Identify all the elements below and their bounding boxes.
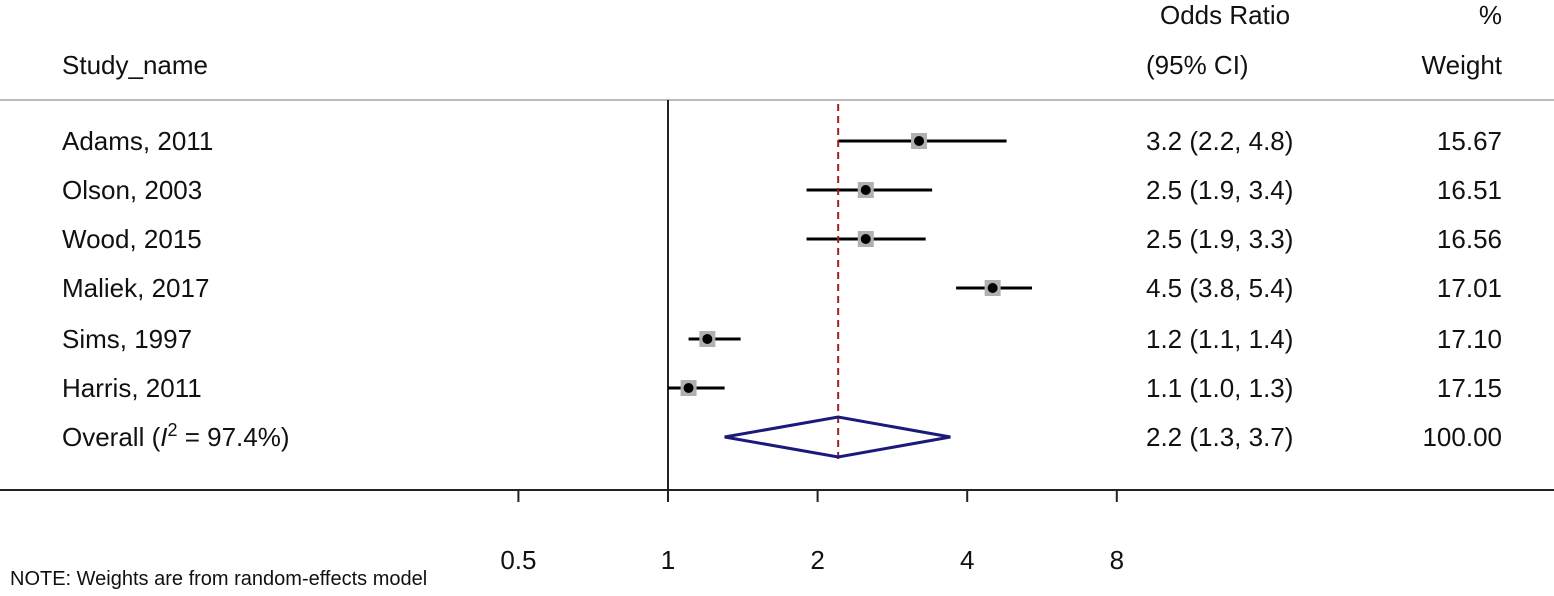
weight-text: 15.67	[1437, 126, 1502, 156]
x-tick-label: 4	[960, 545, 974, 575]
study-row: Sims, 1997 1.2 (1.1, 1.4) 17.10	[62, 324, 1502, 354]
header-or-line2: (95% CI)	[1146, 50, 1249, 80]
x-tick-label: 2	[810, 545, 824, 575]
header-or-line1: Odds Ratio	[1160, 0, 1290, 30]
weight-text: 16.56	[1437, 224, 1502, 254]
overall-diamond	[724, 415, 951, 459]
ci-text: 1.1 (1.0, 1.3)	[1146, 373, 1293, 403]
study-name: Wood, 2015	[62, 224, 202, 254]
note: NOTE: Weights are from random-effects mo…	[10, 568, 427, 590]
point-estimate	[702, 334, 713, 344]
study-name: Sims, 1997	[62, 324, 192, 354]
point-estimate	[683, 383, 694, 393]
weight-text: 17.15	[1437, 373, 1502, 403]
overall-row: Overall (I2 = 97.4%) 2.2 (1.3, 3.7) 100.00	[62, 104, 1502, 459]
weight-text: 16.51	[1437, 175, 1502, 205]
point-estimate	[987, 283, 998, 293]
study-row: Wood, 2015 2.5 (1.9, 3.3) 16.56	[62, 224, 1502, 254]
ci-text: 2.5 (1.9, 3.4)	[1146, 175, 1293, 205]
x-tick-label: 8	[1110, 545, 1124, 575]
x-tick-label: 1	[661, 545, 675, 575]
study-row: Adams, 2011 3.2 (2.2, 4.8) 15.67	[62, 126, 1502, 156]
point-estimate	[860, 185, 871, 195]
ci-text: 4.5 (3.8, 5.4)	[1146, 273, 1293, 303]
header-study: Study_name	[62, 50, 208, 80]
study-row: Harris, 2011 1.1 (1.0, 1.3) 17.15	[62, 373, 1502, 403]
ci-text: 2.2 (1.3, 3.7)	[1146, 422, 1293, 452]
study-name: Harris, 2011	[62, 373, 202, 403]
study-row: Maliek, 2017 4.5 (3.8, 5.4) 17.01	[62, 273, 1502, 303]
ci-text: 3.2 (2.2, 4.8)	[1146, 126, 1293, 156]
ci-text: 2.5 (1.9, 3.3)	[1146, 224, 1293, 254]
weight-text: 100.00	[1422, 422, 1502, 452]
header-weight-line2: Weight	[1422, 50, 1503, 80]
overall-label: Overall (I2 = 97.4%)	[62, 420, 290, 452]
weight-text: 17.01	[1437, 273, 1502, 303]
point-estimate	[914, 136, 925, 146]
header-weight-line1: %	[1479, 0, 1502, 30]
weight-text: 17.10	[1437, 324, 1502, 354]
study-row: Olson, 2003 2.5 (1.9, 3.4) 16.51	[62, 175, 1502, 205]
study-name: Maliek, 2017	[62, 273, 209, 303]
ci-text: 1.2 (1.1, 1.4)	[1146, 324, 1293, 354]
x-tick-label: 0.5	[500, 545, 536, 575]
point-estimate	[860, 234, 871, 244]
study-name: Adams, 2011	[62, 126, 213, 156]
study-name: Olson, 2003	[62, 175, 202, 205]
